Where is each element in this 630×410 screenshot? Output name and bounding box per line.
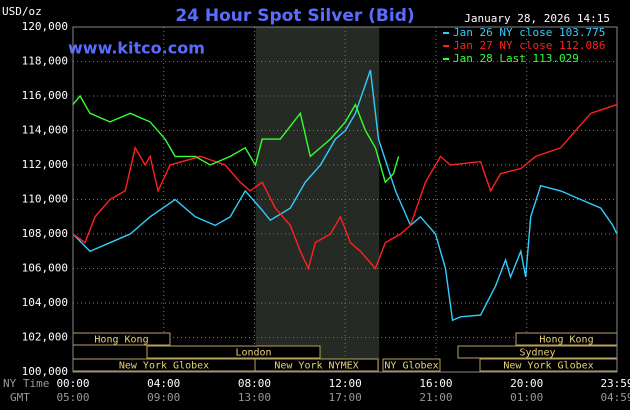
legend-label: Jan 28 Last 113.029 [453, 52, 579, 65]
session-box [254, 358, 379, 372]
series-line [72, 69, 618, 322]
gmt-tick-label: 17:00 [329, 391, 362, 404]
series-line [72, 103, 618, 271]
x-tick-label: 04:00 [147, 377, 180, 390]
gmt-tick-label: 04:59 [600, 391, 630, 404]
session-box [382, 358, 441, 372]
session-label: NY Globex [384, 361, 438, 372]
gmt-tick-label: 05:00 [56, 391, 89, 404]
ny-time-label: NY Time [3, 377, 49, 390]
y-tick-label: 102,000 [22, 331, 68, 344]
x-tick-label: 12:00 [329, 377, 362, 390]
session-box [146, 345, 321, 359]
x-tick-label: 08:00 [238, 377, 271, 390]
session-label: Hong Kong [94, 335, 148, 346]
y-tick-label: 104,000 [22, 296, 68, 309]
y-tick-label: 112,000 [22, 158, 68, 171]
chart-title: 24 Hour Spot Silver (Bid) [175, 6, 414, 26]
x-tick-label: 00:00 [56, 377, 89, 390]
session-label: New York Globex [119, 361, 209, 372]
gmt-tick-label: 21:00 [419, 391, 452, 404]
y-tick-label: 116,000 [22, 89, 68, 102]
session-label: New York Globex [503, 361, 593, 372]
y-tick-label: 106,000 [22, 262, 68, 275]
gmt-label: GMT [10, 391, 30, 404]
y-tick-label: 120,000 [22, 20, 68, 33]
y-tick-label: 108,000 [22, 227, 68, 240]
timestamp: January 28, 2026 14:15 [464, 12, 610, 25]
y-tick-label: 114,000 [22, 124, 68, 137]
x-tick-label: 20:00 [510, 377, 543, 390]
session-label: London [235, 348, 271, 359]
y-tick-label: 118,000 [22, 55, 68, 68]
gmt-tick-label: 13:00 [238, 391, 271, 404]
y-tick-label: 110,000 [22, 193, 68, 206]
x-tick-label: 23:59 [600, 377, 630, 390]
gmt-tick-label: 09:00 [147, 391, 180, 404]
session-label: Sydney [519, 348, 555, 359]
legend-label: Jan 26 NY close 103.775 [453, 26, 605, 39]
x-tick-label: 16:00 [419, 377, 452, 390]
unit-label: USD/oz [2, 5, 42, 18]
site-label: www.kitco.com [68, 39, 205, 58]
series-line [72, 94, 400, 184]
y-tick-label: 100,000 [22, 365, 68, 378]
gmt-tick-label: 01:00 [510, 391, 543, 404]
session-label: Hong Kong [539, 335, 593, 346]
plot-border [72, 26, 618, 373]
session-label: New York NYMEX [274, 361, 358, 372]
legend-label: Jan 27 NY close 112.086 [453, 39, 605, 52]
